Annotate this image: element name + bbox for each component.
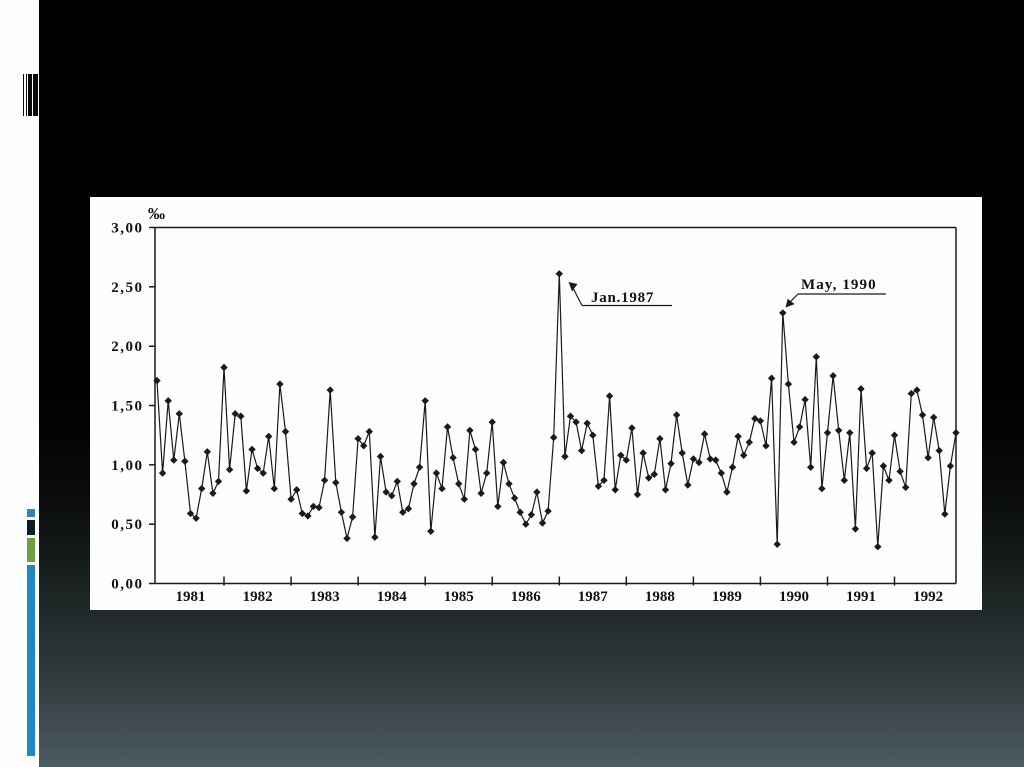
svg-text:1989: 1989 <box>712 589 742 605</box>
svg-text:1988: 1988 <box>645 589 675 605</box>
svg-text:1,00: 1,00 <box>111 458 143 474</box>
svg-text:Jan.1987: Jan.1987 <box>591 290 654 306</box>
svg-text:‰: ‰ <box>148 204 165 223</box>
svg-text:1991: 1991 <box>846 589 876 605</box>
svg-text:1981: 1981 <box>176 589 206 605</box>
svg-text:1984: 1984 <box>377 589 408 605</box>
svg-text:1987: 1987 <box>578 589 609 605</box>
svg-text:1983: 1983 <box>310 589 340 605</box>
svg-text:1990: 1990 <box>779 589 809 605</box>
svg-text:1992: 1992 <box>913 589 943 605</box>
svg-text:1985: 1985 <box>444 589 474 605</box>
svg-text:May, 1990: May, 1990 <box>801 277 877 293</box>
svg-text:2,00: 2,00 <box>111 339 143 355</box>
svg-text:1986: 1986 <box>511 589 542 605</box>
svg-text:3,00: 3,00 <box>111 221 143 237</box>
svg-text:2,50: 2,50 <box>111 280 143 296</box>
svg-text:1,50: 1,50 <box>111 399 143 415</box>
svg-text:1982: 1982 <box>243 589 273 605</box>
svg-text:0,00: 0,00 <box>111 577 143 593</box>
svg-text:0,50: 0,50 <box>111 517 143 533</box>
